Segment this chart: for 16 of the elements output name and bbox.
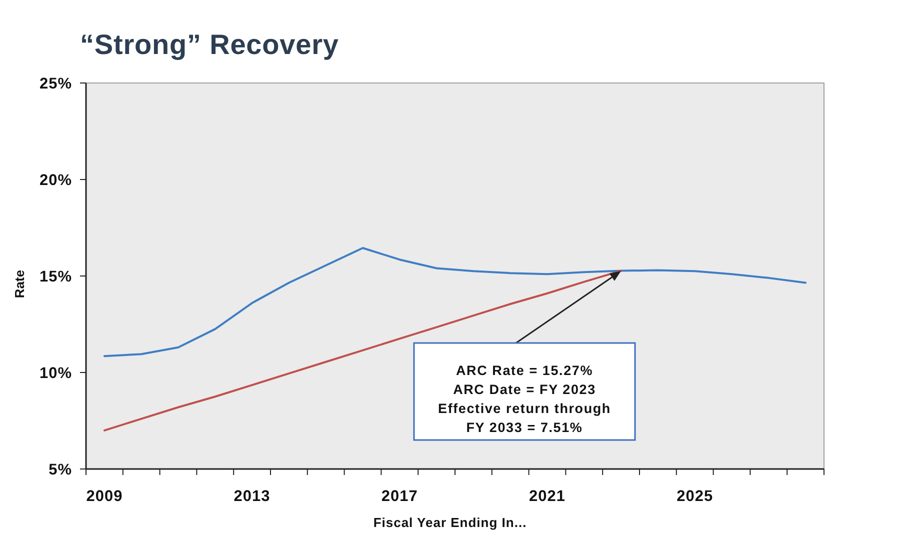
y-tick-label: 15% [39,268,72,286]
annotation: ARC Rate = 15.27% ARC Date = FY 2023 Effective return through FY 2033 = 7.51% [438,363,611,435]
line-series [103,270,622,432]
x-tick-label: 2025 [676,488,714,505]
y-tick-label: 20% [39,172,72,189]
chart-title: “Strong” Recovery [80,29,339,60]
y-axis-title: Rate [12,270,27,298]
x-tick-label: 2017 [381,488,418,505]
x-tick-label: 2013 [234,488,270,505]
y-tick-label: 10% [39,364,72,382]
x-tick-label: 2021 [529,488,566,505]
y-tick-label: 5% [48,461,72,478]
x-tick-label: 2009 [86,488,123,505]
x-axis-title: Fiscal Year Ending In... [373,515,527,530]
y-tick-label: 25% [39,75,72,92]
line-series [103,247,807,358]
